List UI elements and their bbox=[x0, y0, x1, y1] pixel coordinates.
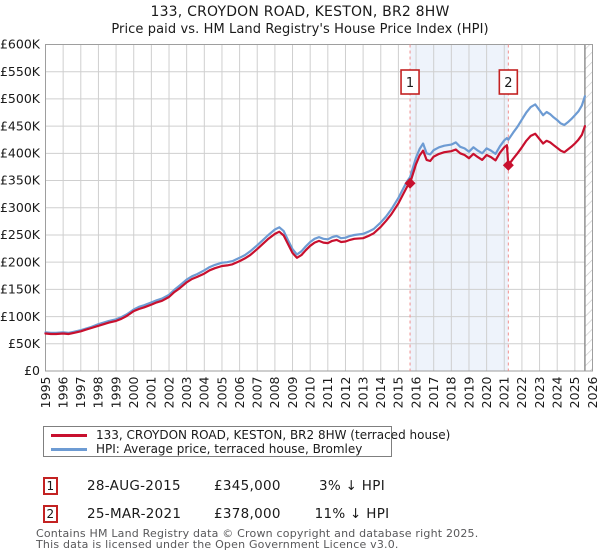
property-price-line bbox=[44, 125, 586, 336]
x-axis-tick-label: 1999 bbox=[108, 376, 123, 408]
sale-2-price: £378,000 bbox=[214, 506, 281, 522]
x-axis-tick-label: 2012 bbox=[338, 377, 353, 409]
x-axis-tick-label: 2009 bbox=[285, 376, 300, 408]
x-axis-tick-label: 2002 bbox=[161, 377, 176, 409]
x-axis-tick-label: 2000 bbox=[126, 376, 141, 408]
y-axis-tick-label: £450K bbox=[0, 118, 41, 133]
x-axis-tick-label: 2015 bbox=[391, 377, 406, 409]
y-axis-tick-label: £150K bbox=[0, 282, 41, 297]
x-axis-tick-label: 2001 bbox=[144, 377, 159, 409]
legend-item-property: 133, CROYDON ROAD, KESTON, BR2 8HW (terr… bbox=[44, 428, 450, 442]
y-axis-tick-label: £50K bbox=[8, 336, 41, 351]
sale-1-number-badge: 1 bbox=[43, 477, 58, 495]
x-axis-tick-label: 2006 bbox=[232, 376, 247, 408]
footer-line-2: This data is licensed under the Open Gov… bbox=[36, 537, 399, 551]
sale-1-diamond-marker bbox=[404, 177, 416, 189]
y-axis-tick-label: £600K bbox=[0, 37, 41, 52]
price-chart: 1 2 £0 £50K £100K £150K £200K £250K £300K £350K £4… bbox=[0, 37, 600, 409]
page-title: 133, CROYDON ROAD, KESTON, BR2 8HW bbox=[150, 4, 450, 20]
sale-1-price: £345,000 bbox=[214, 478, 281, 494]
sale-2-date: 25-MAR-2021 bbox=[87, 506, 182, 522]
y-axis-tick-label: £200K bbox=[0, 254, 41, 269]
x-axis-tick-label: 1995 bbox=[38, 377, 53, 409]
sale-2-marker-box bbox=[498, 69, 519, 95]
x-axis-tick-label: 2008 bbox=[267, 376, 282, 408]
sale-annotation-row: 1 28-AUG-2015 £345,000 3% ↓ HPI bbox=[0, 477, 600, 497]
x-axis-tick-label: 2011 bbox=[320, 377, 335, 409]
sale-2-vs-hpi: 11% ↓ HPI bbox=[314, 506, 390, 522]
x-axis-tick-label: 1997 bbox=[73, 377, 88, 409]
sale-2-diamond-marker bbox=[502, 159, 514, 171]
x-axis-tick-label: 2007 bbox=[250, 377, 265, 409]
property-line-swatch bbox=[51, 433, 87, 437]
sale-1-marker-box bbox=[400, 69, 420, 95]
hpi-line bbox=[44, 95, 586, 334]
x-axis-tick-label: 2004 bbox=[197, 376, 212, 408]
x-axis-tick-label: 2013 bbox=[355, 377, 370, 409]
license-footer: Contains HM Land Registry data © Crown c… bbox=[36, 527, 596, 551]
x-axis-tick-label: 2005 bbox=[214, 377, 229, 409]
y-axis-tick-label: £250K bbox=[0, 227, 41, 242]
legend-label-hpi: HPI: Average price, terraced house, Brom… bbox=[96, 442, 363, 456]
chart-legend: 133, CROYDON ROAD, KESTON, BR2 8HW (terr… bbox=[43, 426, 450, 457]
x-axis-tick-label: 2020 bbox=[479, 376, 494, 408]
y-axis-tick-label: £400K bbox=[0, 146, 41, 161]
x-axis-tick-label: 1998 bbox=[91, 376, 106, 408]
page-subtitle: Price paid vs. HM Land Registry's House … bbox=[111, 22, 489, 37]
sale-2-number-badge: 2 bbox=[43, 505, 58, 523]
sale-1-marker-label: 1 bbox=[406, 76, 414, 91]
x-axis-tick-label: 2021 bbox=[497, 377, 512, 409]
y-axis-tick-label: £0 bbox=[24, 363, 40, 378]
sale-2-marker-label: 2 bbox=[504, 76, 512, 91]
legend-label-property: 133, CROYDON ROAD, KESTON, BR2 8HW (terr… bbox=[96, 428, 451, 442]
x-axis-tick-label: 2023 bbox=[532, 377, 547, 409]
x-axis-tick-label: 2010 bbox=[302, 376, 317, 408]
x-axis-tick-label: 2003 bbox=[179, 377, 194, 409]
y-axis-tick-label: £100K bbox=[0, 309, 41, 324]
x-axis-tick-label: 2014 bbox=[373, 376, 388, 408]
sale-1-date: 28-AUG-2015 bbox=[87, 478, 181, 494]
x-axis-tick-label: 2016 bbox=[408, 376, 423, 408]
plot-border bbox=[45, 44, 593, 372]
x-axis-tick-label: 2018 bbox=[444, 376, 459, 408]
x-axis-tick-label: 2025 bbox=[567, 377, 582, 409]
y-axis-tick-label: £500K bbox=[0, 91, 41, 106]
x-axis-tick-label: 2024 bbox=[550, 376, 565, 408]
x-axis-tick-label: 2022 bbox=[514, 377, 529, 409]
future-hatch-region bbox=[584, 44, 593, 371]
x-axis-tick-label: 2017 bbox=[426, 377, 441, 409]
y-axis-tick-label: £550K bbox=[0, 64, 41, 79]
x-axis-tick-label: 2026 bbox=[585, 376, 600, 408]
sale-annotation-row: 2 25-MAR-2021 £378,000 11% ↓ HPI bbox=[0, 505, 600, 525]
x-axis-tick-label: 2019 bbox=[461, 376, 476, 408]
y-axis-tick-label: £350K bbox=[0, 173, 41, 188]
legend-item-hpi: HPI: Average price, terraced house, Brom… bbox=[44, 442, 391, 456]
sale-1-vs-hpi: 3% ↓ HPI bbox=[319, 478, 385, 494]
x-axis-tick-label: 1996 bbox=[55, 376, 70, 408]
footer-line-1: Contains HM Land Registry data © Crown c… bbox=[36, 527, 479, 540]
hpi-line-swatch bbox=[51, 447, 87, 451]
y-axis-tick-label: £300K bbox=[0, 200, 41, 215]
